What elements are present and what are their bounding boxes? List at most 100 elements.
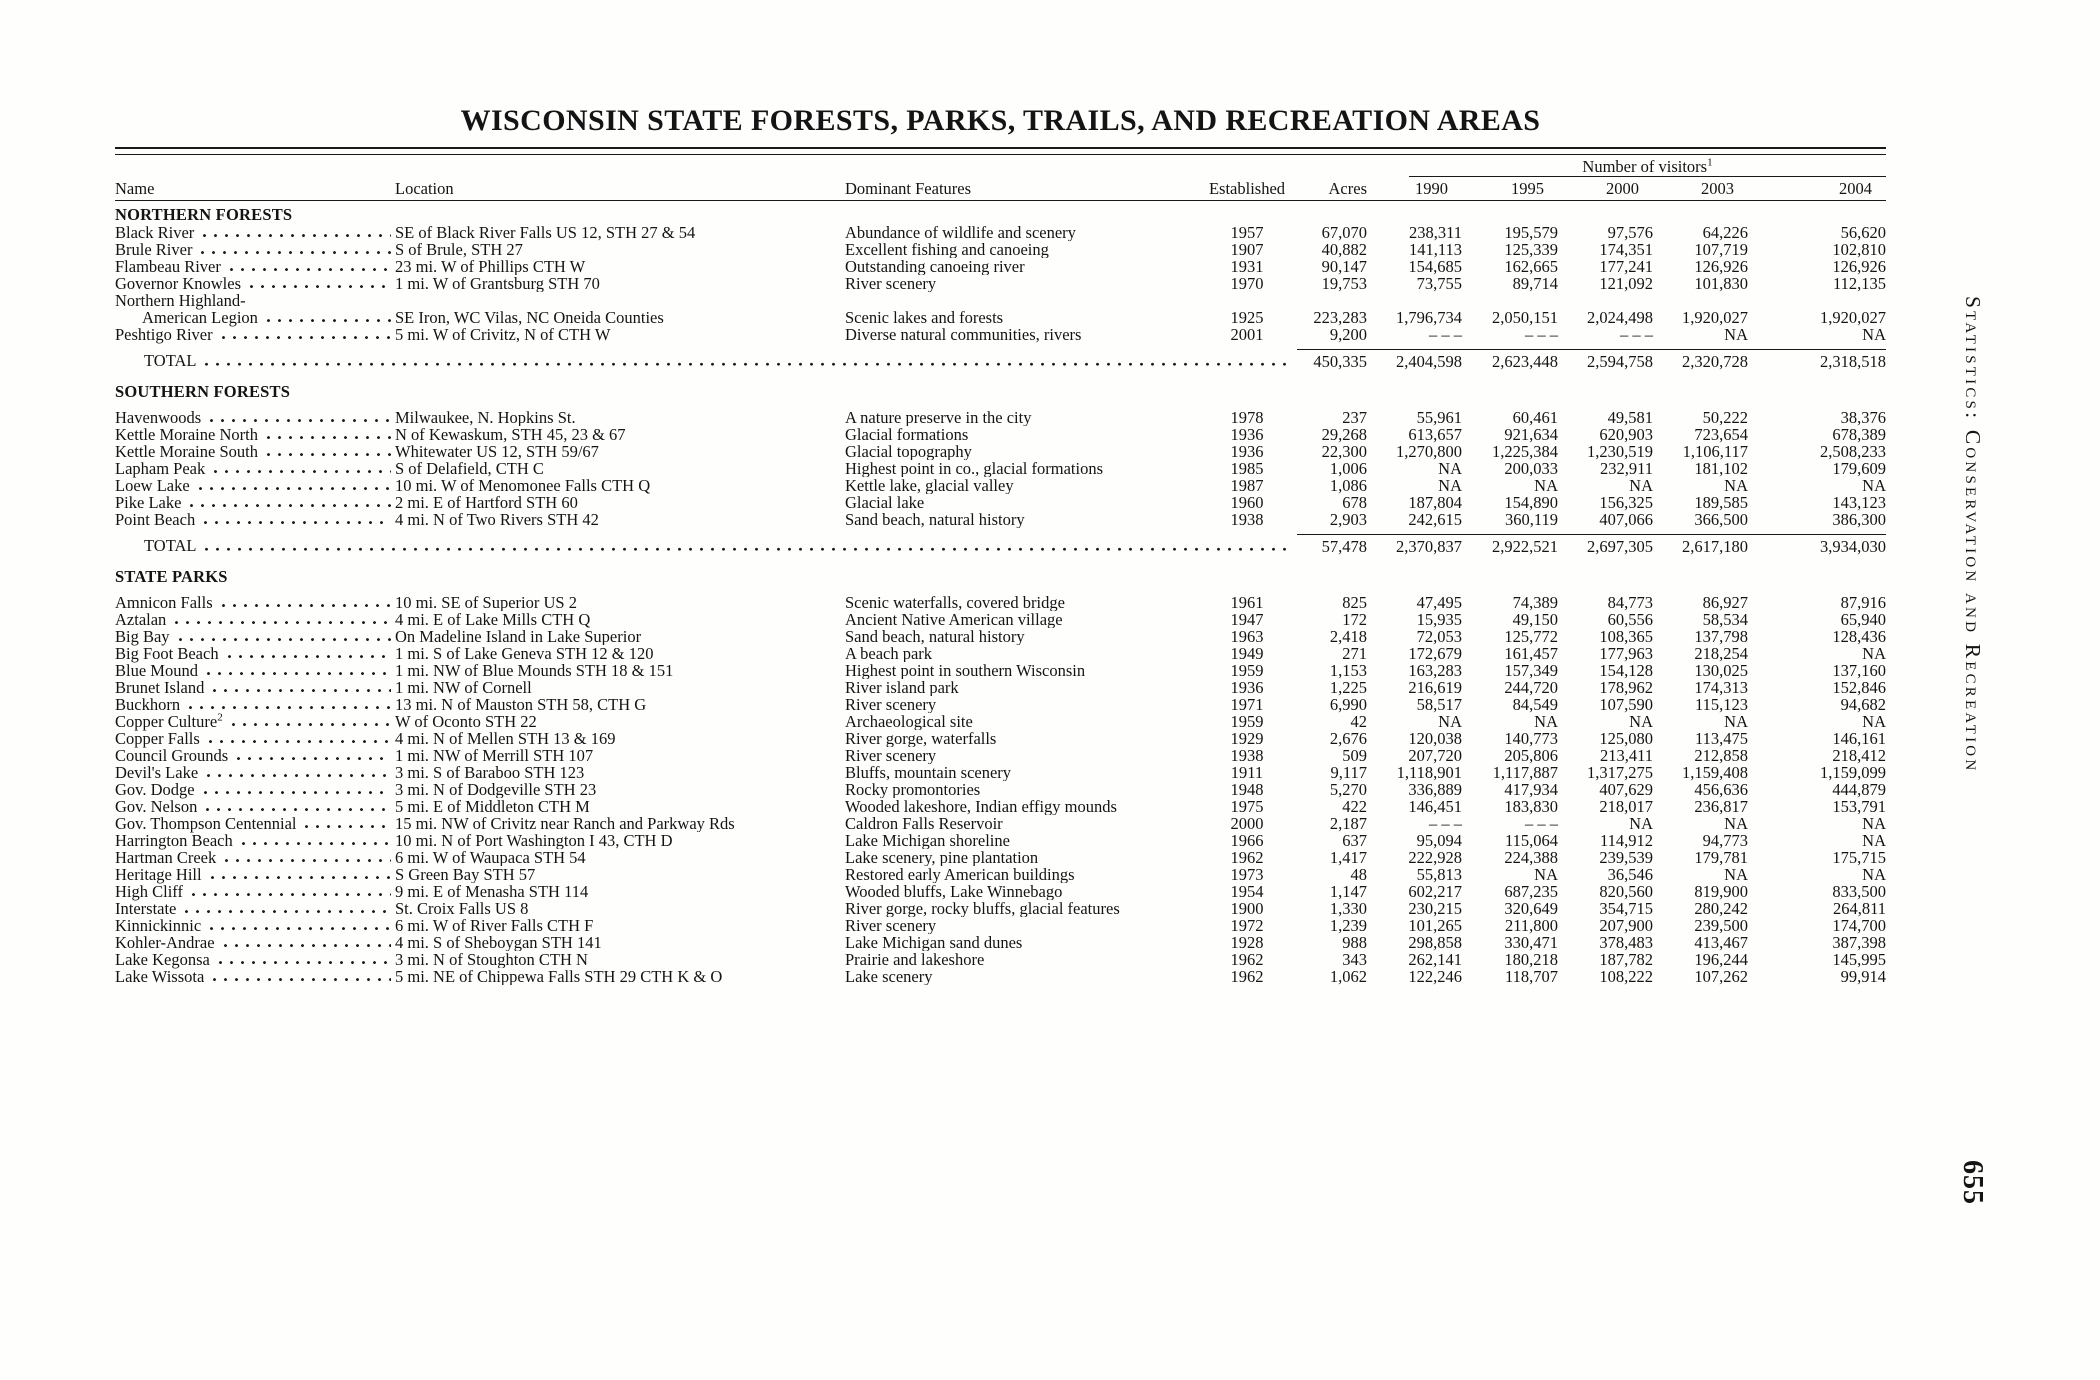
cell-visitors-2000: 213,411 (1599, 746, 1653, 765)
cell-features: Excellent fishing and canoeing (845, 241, 1049, 258)
row-name: High Cliff (115, 883, 395, 900)
cell-visitors-2003: 1,159,408 (1682, 763, 1748, 782)
row-name: Buckhorn (115, 696, 395, 713)
cell-visitors-1995: 320,649 (1504, 899, 1558, 918)
cell-visitors-1990: 216,619 (1408, 678, 1462, 697)
cell-visitors-2003: 50,222 (1702, 408, 1748, 427)
cell-location: 4 mi. N of Mellen STH 13 & 169 (395, 730, 616, 747)
cell-visitors-2003: 366,500 (1694, 510, 1748, 529)
cell-acres: 40,882 (1321, 240, 1367, 259)
cell-visitors-2000: 60,556 (1607, 610, 1653, 629)
cell-location: 2 mi. E of Hartford STH 60 (395, 494, 578, 511)
row-name: Brunet Island (115, 679, 395, 696)
cell-acres: 2,418 (1329, 627, 1367, 646)
cell-established: 1970 (1230, 274, 1264, 293)
cell-visitors-1990: 122,246 (1408, 967, 1462, 986)
cell-location: N of Kewaskum, STH 45, 23 & 67 (395, 426, 626, 443)
cell-visitors-1990: 146,451 (1408, 797, 1462, 816)
row-name: Point Beach (115, 511, 395, 528)
cell-visitors-2004: 65,940 (1840, 610, 1886, 629)
row-name: Northern Highland- (115, 292, 395, 309)
cell-visitors-2004: 1,920,027 (1820, 308, 1886, 327)
cell-visitors-2000: 49,581 (1607, 408, 1653, 427)
row-name: Gov. Nelson (115, 798, 395, 815)
total-visitors-2004: 3,934,030 (1748, 534, 1886, 555)
row-name: Gov. Dodge (115, 781, 395, 798)
table-row: Blue Mound 1 mi. NW of Blue Mounds STH 18… (115, 662, 1886, 679)
cell-visitors-1995: 125,772 (1504, 627, 1558, 646)
table-row: Copper Falls 4 mi. N of Mellen STH 13 & 1… (115, 730, 1886, 747)
cell-visitors-1995: 417,934 (1504, 780, 1558, 799)
cell-visitors-2003: 189,585 (1694, 493, 1748, 512)
dot-leader (188, 883, 391, 900)
table-row: Hartman Creek 6 mi. W of Waupaca STH 54 La… (115, 849, 1886, 866)
cell-location: 1 mi. NW of Blue Mounds STH 18 & 151 (395, 662, 674, 679)
cell-visitors-1995: 921,634 (1504, 425, 1558, 444)
dot-leader (262, 426, 391, 443)
cell-acres: 22,300 (1321, 442, 1367, 461)
cell-visitors-2004: NA (1862, 865, 1886, 884)
cell-visitors-1995: NA (1534, 476, 1558, 495)
cell-visitors-1995: 244,720 (1504, 678, 1558, 697)
table-row: Brunet Island 1 mi. NW of Cornell River is… (115, 679, 1886, 696)
cell-location: 5 mi. NE of Chippewa Falls STH 29 CTH K … (395, 968, 723, 985)
cell-established: 1925 (1230, 308, 1264, 327)
table-row: Amnicon Falls 10 mi. SE of Superior US 2 S… (115, 594, 1886, 611)
cell-visitors-2003: NA (1724, 712, 1748, 731)
table-row: Council Grounds 1 mi. NW of Merrill STH 1… (115, 747, 1886, 764)
cell-acres: 172 (1342, 610, 1367, 629)
cell-visitors-1990: 55,961 (1416, 408, 1462, 427)
cell-visitors-1995: 183,830 (1504, 797, 1558, 816)
table-row: Point Beach 4 mi. N of Two Rivers STH 42 S… (115, 511, 1886, 528)
row-name: Governor Knowles (115, 275, 395, 292)
cell-features: Lake scenery (845, 968, 933, 985)
cell-acres: 422 (1342, 797, 1367, 816)
table-row: Flambeau River 23 mi. W of Phillips CTH W… (115, 258, 1886, 275)
cell-established: 1962 (1230, 967, 1264, 986)
park-name: Kinnickinnic (115, 916, 202, 935)
dot-leader (204, 730, 391, 747)
cell-features: River gorge, waterfalls (845, 730, 997, 747)
cell-location: 10 mi. SE of Superior US 2 (395, 594, 577, 611)
cell-visitors-1995: 200,033 (1504, 459, 1558, 478)
table-row: Big Foot Beach 1 mi. S of Lake Geneva STH… (115, 645, 1886, 662)
column-header-name: Name (115, 179, 155, 198)
cell-visitors-1990: – – – (1429, 814, 1462, 833)
cell-location: Whitewater US 12, STH 59/67 (395, 443, 599, 460)
cell-location: 4 mi. E of Lake Mills CTH Q (395, 611, 591, 628)
cell-established: 1947 (1230, 610, 1264, 629)
cell-visitors-1995: 211,800 (1504, 916, 1558, 935)
table-row: Gov. Nelson 5 mi. E of Middleton CTH M Woo… (115, 798, 1886, 815)
cell-features: Archaeological site (845, 713, 973, 730)
dot-leader (237, 832, 391, 849)
cell-established (1197, 292, 1297, 309)
cell-features: Abundance of wildlife and scenery (845, 224, 1076, 241)
cell-visitors-1995: 154,890 (1504, 493, 1558, 512)
cell-visitors-2004: 678,389 (1832, 425, 1886, 444)
cell-visitors-1995: 161,457 (1504, 644, 1558, 663)
cell-established: 1972 (1230, 916, 1264, 935)
table-row: Aztalan 4 mi. E of Lake Mills CTH Q Ancien… (115, 611, 1886, 628)
cell-established: 1978 (1230, 408, 1264, 427)
cell-location: 1 mi. S of Lake Geneva STH 12 & 120 (395, 645, 654, 662)
cell-visitors-2000: 232,911 (1599, 459, 1653, 478)
cell-location: 5 mi. W of Crivitz, N of CTH W (395, 326, 611, 343)
park-name: Heritage Hill (115, 865, 202, 884)
cell-visitors-2004: 387,398 (1832, 933, 1886, 952)
park-name: American Legion (142, 308, 258, 327)
park-name: Copper Falls (115, 729, 200, 748)
cell-acres: 988 (1342, 933, 1367, 952)
cell-visitors-2000: 156,325 (1599, 493, 1653, 512)
cell-location: On Madeline Island in Lake Superior (395, 628, 642, 645)
park-name: Harrington Beach (115, 831, 233, 850)
cell-visitors-1995: 49,150 (1512, 610, 1558, 629)
cell-visitors-1990: 47,495 (1416, 593, 1462, 612)
cell-visitors-2000 (1558, 292, 1653, 309)
chapter-sidebar-label: Statistics: Conservation and Recreation (1961, 296, 1985, 774)
cell-location: W of Oconto STH 22 (395, 713, 537, 730)
cell-features: A nature preserve in the city (845, 409, 1032, 426)
cell-visitors-1990: 336,889 (1408, 780, 1462, 799)
cell-visitors-2004: 128,436 (1832, 627, 1886, 646)
cell-visitors-1995: 687,235 (1504, 882, 1558, 901)
name-footnote-marker: 2 (217, 711, 223, 724)
